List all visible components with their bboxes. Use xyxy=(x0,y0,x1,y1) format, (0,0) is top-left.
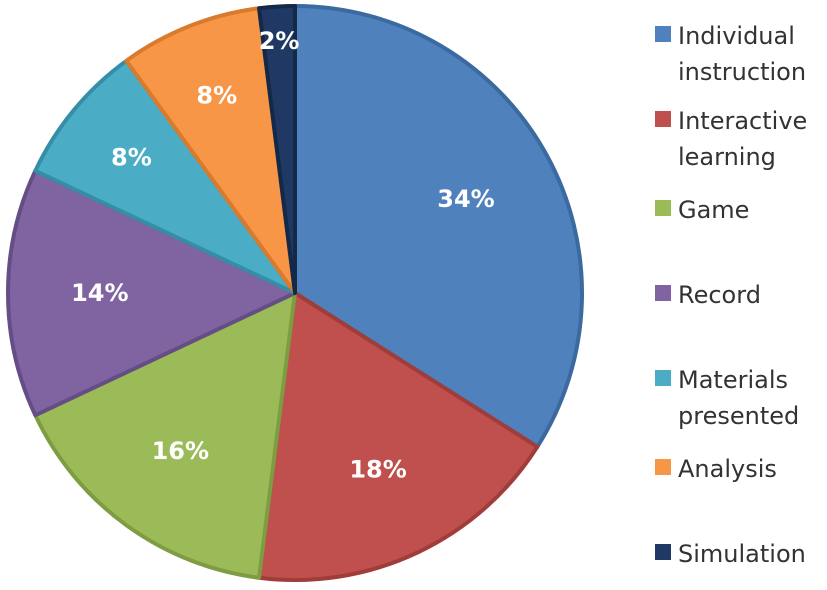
legend-item: Analysis xyxy=(655,451,827,487)
legend-label: Analysis xyxy=(678,451,826,487)
legend-item: Materials presented xyxy=(655,362,827,434)
slice-value-label: 34% xyxy=(437,185,494,213)
legend-label-line: Simulation xyxy=(678,540,806,568)
legend-label-line: instruction xyxy=(678,58,807,86)
slice-value-label: 2% xyxy=(259,27,300,55)
legend-label-line: Analysis xyxy=(678,455,777,483)
legend-swatch xyxy=(655,459,671,475)
legend-label: Record xyxy=(678,277,826,313)
legend-label-line: Individual xyxy=(678,22,795,50)
slice-value-label: 8% xyxy=(196,82,237,110)
legend-label: Game xyxy=(678,192,826,228)
legend-item: Individual instruction xyxy=(655,18,827,90)
legend-swatch xyxy=(655,26,671,42)
slice-value-label: 8% xyxy=(111,144,152,172)
legend-label-line: Record xyxy=(678,281,761,309)
legend-item: Record xyxy=(655,277,827,313)
legend-label-line: Materials xyxy=(678,366,789,394)
slice-value-label: 18% xyxy=(349,456,406,484)
slice-value-label: 14% xyxy=(71,279,128,307)
pie-slice-game xyxy=(33,291,297,580)
legend-swatch xyxy=(655,544,671,560)
legend-item: Game xyxy=(655,192,827,228)
pie-chart: 34% 18% 16% 14% 8% 8% 2% xyxy=(5,3,584,582)
chart-legend: Individual instruction Interactive learning… xyxy=(655,0,827,590)
legend-label-line: learning xyxy=(678,143,776,171)
legend-swatch xyxy=(655,111,671,127)
legend-label-line: Interactive xyxy=(678,107,808,135)
pie-slice-simulation xyxy=(257,3,297,295)
legend-item: Interactive learning xyxy=(655,103,827,175)
legend-item: Simulation xyxy=(655,536,827,572)
pie-slice-interactive-learning xyxy=(257,291,540,582)
legend-swatch xyxy=(655,370,671,386)
pie-slice-analysis xyxy=(124,6,297,295)
pie-slices xyxy=(5,3,584,582)
legend-label: Individual instruction xyxy=(678,18,826,90)
legend-label: Interactive learning xyxy=(678,103,826,175)
legend-label-line: Game xyxy=(678,196,750,224)
pie-slice-materials-presented xyxy=(33,58,297,295)
pie-data-labels: 34% 18% 16% 14% 8% 8% 2% xyxy=(71,27,495,484)
legend-label: Materials presented xyxy=(678,362,826,434)
legend-swatch xyxy=(655,285,671,301)
legend-label-line: presented xyxy=(678,402,800,430)
legend-swatch xyxy=(655,200,671,216)
pie-slice-record xyxy=(5,168,297,418)
legend-label: Simulation xyxy=(678,536,826,572)
slice-value-label: 16% xyxy=(152,437,209,465)
